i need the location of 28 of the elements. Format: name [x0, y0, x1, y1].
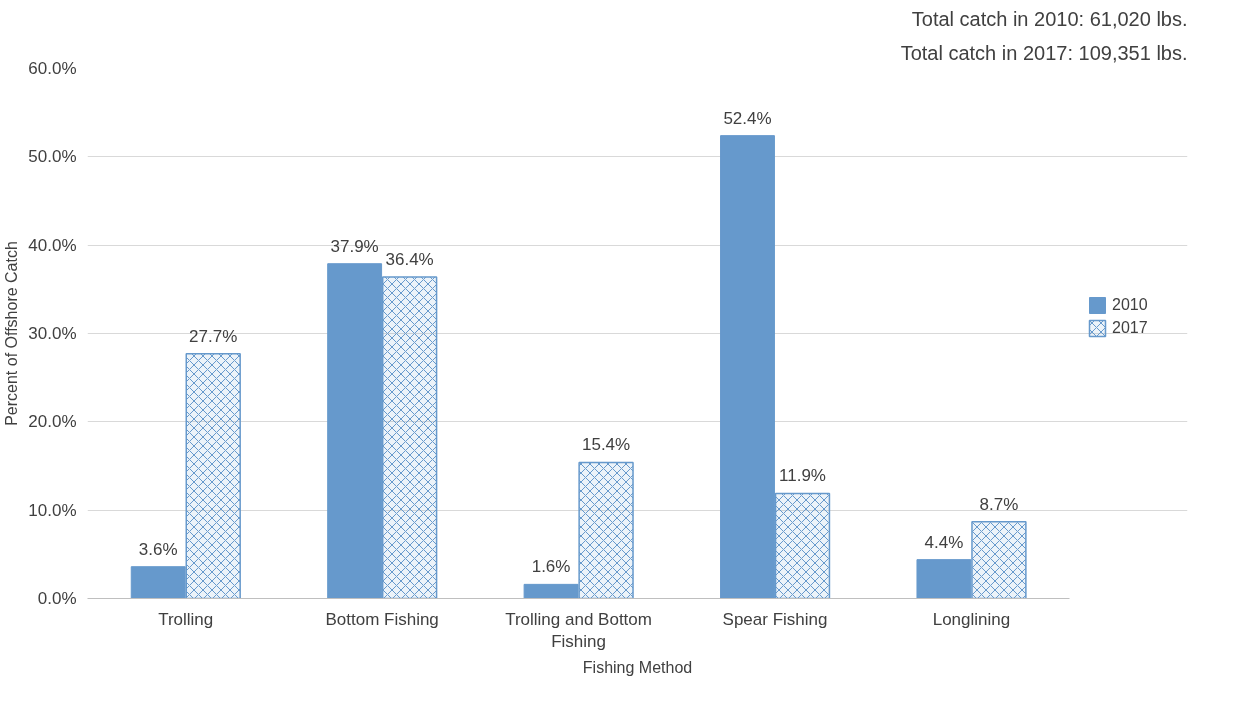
legend-label: 2017 — [1112, 319, 1148, 337]
x-axis-title: Fishing Method — [582, 659, 693, 677]
data-label: 15.4% — [581, 435, 631, 455]
y-tick-label: 0.0% — [37, 589, 77, 608]
x-tick-label: Spear Fishing — [722, 609, 828, 629]
data-label: 36.4% — [385, 249, 434, 269]
y-tick-label: 40.0% — [28, 235, 77, 255]
data-label: 52.4% — [723, 108, 772, 128]
data-label: 8.7% — [979, 494, 1019, 514]
y-tick-label: 60.0% — [28, 59, 77, 78]
data-label: 4.4% — [924, 532, 964, 552]
x-tick-label: Trolling and Bottom Fishing — [505, 609, 652, 652]
text: Total catch in 2017: 109,351 lbs. — [900, 41, 1188, 64]
y-tick-label: 50.0% — [28, 147, 77, 167]
y-tick-label: 20.0% — [28, 412, 77, 432]
y-tick-label: 30.0% — [28, 324, 77, 343]
y-tick-label: 10.0% — [28, 500, 77, 520]
legend-label: 2010 — [1112, 296, 1148, 314]
x-tick-label: Trolling — [158, 609, 214, 629]
data-label: 3.6% — [138, 539, 178, 559]
x-tick-label: Bottom Fishing — [325, 609, 439, 629]
text: Total catch in 2010: 61,020 lbs. — [911, 7, 1188, 30]
x-tick-label: Longlining — [932, 609, 1011, 629]
data-label: 27.7% — [189, 326, 238, 346]
data-label: 1.6% — [531, 557, 571, 577]
y-axis-title: Percent of Offshore Catch — [3, 241, 21, 426]
data-label: 11.9% — [779, 466, 826, 486]
data-label: 37.9% — [330, 236, 379, 256]
